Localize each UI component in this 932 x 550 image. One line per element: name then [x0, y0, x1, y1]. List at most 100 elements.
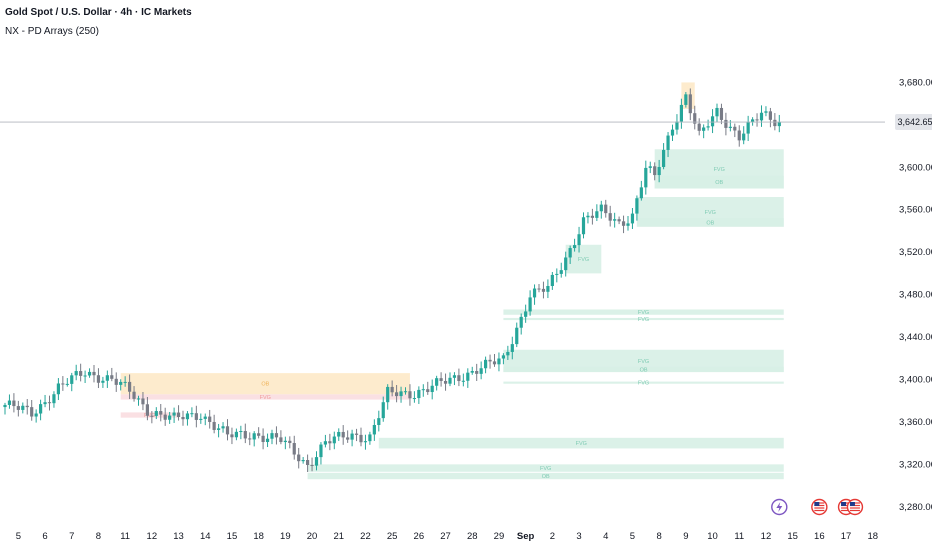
candle-body: [346, 437, 350, 440]
x-tick-label: 29: [494, 531, 505, 542]
candle-body: [755, 119, 759, 121]
candle-body: [679, 104, 683, 122]
candle-body: [759, 112, 764, 121]
candle-body: [350, 433, 354, 440]
candle-body: [386, 386, 390, 403]
candle-body: [719, 107, 724, 120]
zone-label: FVG: [578, 257, 589, 263]
lightning-icon[interactable]: [771, 498, 788, 516]
candle-body: [319, 444, 323, 458]
y-tick-label: 3,320.00: [899, 459, 932, 470]
candle-body: [470, 371, 474, 373]
zone-label: OB: [706, 220, 714, 226]
candle-body: [110, 375, 114, 379]
candle-body: [221, 426, 225, 429]
x-tick-label: 28: [467, 531, 478, 542]
zone-label: FVG: [576, 441, 587, 447]
candle-body: [56, 383, 60, 395]
candle-body: [688, 94, 692, 114]
indicator-label[interactable]: NX - PD Arrays (250): [5, 26, 99, 37]
x-tick-label: 26: [414, 531, 425, 542]
candle-body: [128, 381, 132, 392]
candle-body: [524, 311, 528, 317]
candle-body: [710, 116, 715, 127]
candle-body: [746, 121, 750, 134]
candle-body: [599, 204, 603, 212]
candle-body: [515, 327, 519, 345]
x-tick-label: 4: [603, 531, 608, 542]
x-tick-label: 13: [173, 531, 184, 542]
candle-body: [96, 375, 101, 383]
candle-body: [430, 385, 434, 393]
x-tick-label: 5: [630, 531, 635, 542]
zone-label: OB: [640, 367, 648, 373]
zone-label: FVG: [144, 413, 155, 419]
candle-body: [519, 316, 523, 328]
candle-body: [648, 166, 652, 168]
candle-body: [70, 375, 74, 384]
candle-body: [421, 389, 425, 391]
y-tick-label: 3,480.00: [899, 290, 932, 301]
candle-body: [270, 433, 274, 439]
y-tick-label: 3,280.00: [899, 502, 932, 513]
candle-body: [101, 380, 105, 383]
x-tick-label: 11: [734, 531, 744, 542]
candle-body: [564, 257, 568, 271]
candle-body: [119, 381, 123, 385]
y-tick-label: 3,600.00: [899, 162, 932, 173]
candle-body: [3, 404, 7, 408]
candle-body: [390, 386, 394, 393]
zone-fvg_bull: [636, 218, 784, 227]
candle-body: [573, 245, 577, 249]
candle-body: [199, 418, 203, 420]
candle-body: [190, 413, 194, 415]
x-tick-label: Sep: [517, 531, 535, 542]
candle-body: [621, 221, 626, 226]
candle-body: [306, 459, 310, 465]
candle-body: [768, 111, 772, 120]
candle-body: [176, 412, 181, 418]
zone-fvg_bull: [654, 175, 784, 189]
candle-body: [141, 398, 145, 405]
candle-body: [292, 443, 296, 455]
candle-body: [279, 437, 283, 443]
candle-body: [751, 119, 755, 122]
candle-body: [613, 219, 617, 221]
candle-body: [83, 375, 87, 377]
candle-body: [248, 438, 252, 440]
x-tick-label: 2: [550, 531, 555, 542]
candle-body: [403, 391, 408, 393]
candle-body: [372, 424, 376, 435]
candle-body: [39, 404, 43, 414]
candle-body: [733, 126, 737, 131]
candle-body: [368, 434, 372, 442]
candle-body: [185, 413, 190, 420]
candle-body: [212, 421, 216, 430]
candle-body: [728, 126, 732, 128]
candle-body: [559, 270, 563, 274]
candle-body: [145, 404, 149, 416]
y-tick-label: 3,520.00: [899, 247, 932, 258]
candle-body: [657, 166, 661, 176]
candle-body: [297, 454, 301, 462]
x-tick-label: 16: [814, 531, 825, 542]
candle-body: [706, 126, 710, 128]
zone-fvg_bull: [378, 437, 784, 449]
zone-label: FVG: [638, 310, 649, 316]
candle-body: [408, 391, 412, 399]
candle-body: [225, 426, 230, 435]
zone-fvg_bull: [307, 472, 784, 480]
candle-body: [243, 431, 247, 439]
candle-body: [363, 441, 368, 443]
us-flag-icon[interactable]: [846, 498, 864, 516]
chart-title: Gold Spot / U.S. Dollar · 4h · IC Market…: [5, 7, 192, 18]
x-tick-label: 12: [761, 531, 772, 542]
candle-body: [546, 285, 550, 292]
candle-body: [443, 380, 448, 384]
candle-body: [653, 166, 657, 176]
economic-events: [771, 498, 864, 516]
candle-body: [492, 361, 497, 365]
zone-label: FVG: [638, 381, 649, 387]
us-flag-icon[interactable]: [811, 498, 828, 516]
